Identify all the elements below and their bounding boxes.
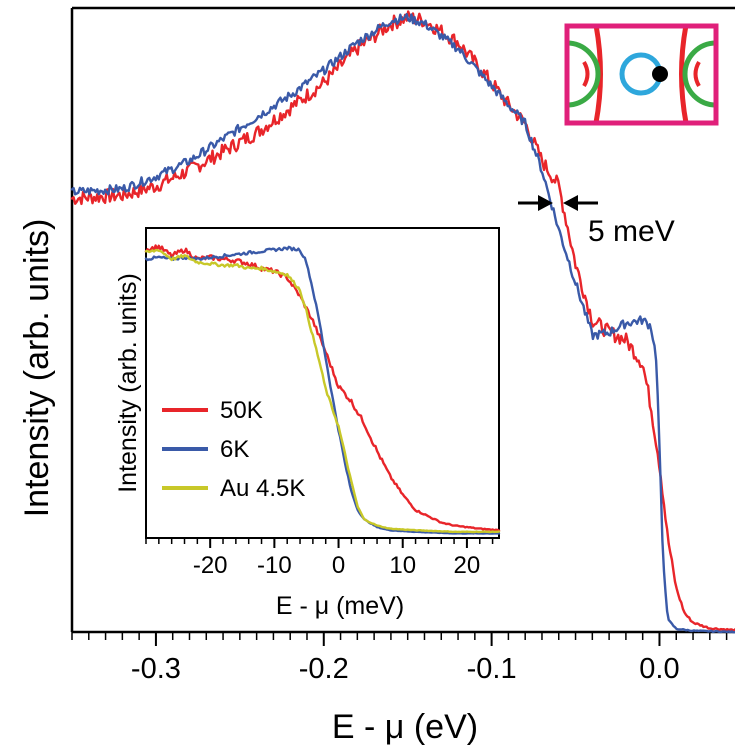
x-tick-label: 10 bbox=[389, 552, 416, 579]
inset-y-axis-title: Intensity (arb. units) bbox=[114, 273, 142, 493]
x-tick-label: -20 bbox=[193, 552, 228, 579]
left-arrow-icon bbox=[563, 195, 578, 211]
fs-green-pocket-left bbox=[567, 40, 601, 108]
main-curves bbox=[70, 10, 735, 634]
inset-frame bbox=[145, 227, 500, 539]
x-tick-label: -0.3 bbox=[131, 653, 181, 685]
inset-x-tick-labels: -20 -10 0 10 20 bbox=[193, 552, 480, 579]
inset-x-axis-title: E - μ (meV) bbox=[276, 592, 404, 620]
legend-item-Au: Au 4.5K bbox=[162, 475, 305, 502]
fermi-surface-schematic bbox=[564, 23, 719, 126]
legend-label-Au: Au 4.5K bbox=[220, 475, 305, 502]
x-tick-label: -0.2 bbox=[299, 653, 349, 685]
inset-curves bbox=[144, 244, 501, 535]
main-x-axis-title: E - μ (eV) bbox=[332, 708, 478, 746]
x-tick-label: 20 bbox=[454, 552, 481, 579]
series-6K-line bbox=[144, 245, 501, 535]
right-arrow-icon bbox=[538, 195, 553, 211]
bz-border bbox=[564, 23, 719, 126]
x-tick-label: -0.1 bbox=[467, 653, 517, 685]
main-y-axis-title: Intensity (arb. units) bbox=[18, 219, 56, 518]
inset-legend: 50K 6K Au 4.5K bbox=[162, 397, 305, 502]
k-point-dot-icon bbox=[652, 66, 668, 82]
fs-red-arc-left bbox=[582, 60, 590, 88]
main-plot: -0.3 -0.2 -0.1 0.0 bbox=[70, 6, 735, 685]
legend-label-50K: 50K bbox=[220, 397, 263, 424]
main-x-ticks bbox=[71, 632, 728, 646]
main-x-tick-labels: -0.3 -0.2 -0.1 0.0 bbox=[131, 653, 680, 685]
series-6K-line bbox=[70, 13, 735, 634]
legend-item-50K: 50K bbox=[162, 397, 263, 424]
x-tick-label: -10 bbox=[257, 552, 292, 579]
x-tick-label: 0 bbox=[332, 552, 345, 579]
legend-label-6K: 6K bbox=[220, 436, 249, 463]
fs-red-arc-right bbox=[693, 60, 701, 88]
series-Au-45K-line bbox=[144, 248, 501, 534]
width-annotation-label: 5 meV bbox=[588, 215, 675, 248]
width-annotation: 5 meV bbox=[518, 195, 675, 248]
series-50K-line bbox=[70, 10, 735, 632]
fs-green-pocket-right bbox=[682, 40, 716, 108]
inset-plot: -20 -10 0 10 20 E - μ (meV) Intensity (arb. … bbox=[114, 227, 501, 620]
fs-red-pocket-right bbox=[679, 26, 689, 123]
inset-x-ticks bbox=[145, 538, 494, 548]
legend-item-6K: 6K bbox=[162, 436, 249, 463]
x-tick-label: 0.0 bbox=[639, 653, 679, 685]
